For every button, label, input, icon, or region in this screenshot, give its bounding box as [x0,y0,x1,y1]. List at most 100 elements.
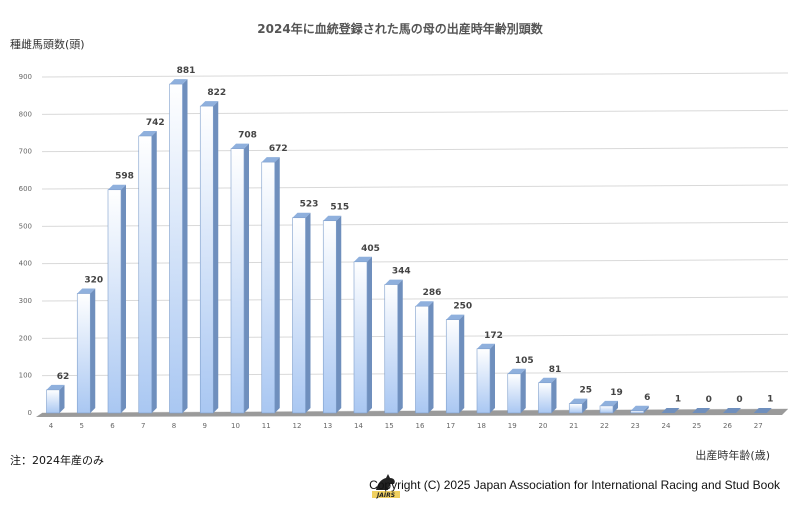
bar-top [507,368,526,374]
bar-side [305,212,311,413]
x-tick-label: 8 [172,422,176,430]
horse-logo-icon: JAIRS [372,474,400,499]
bar-top [477,343,495,349]
bar-side [582,398,588,413]
bar-top [692,408,711,413]
data-label: 0 [706,395,712,405]
x-tick-label: 20 [539,422,548,430]
bar-22 [599,400,618,414]
data-label: 742 [146,118,165,128]
bar-face [292,217,306,414]
bar-side [490,343,495,413]
y-tick-label: 800 [19,110,32,118]
bar-face [322,220,337,414]
x-tick-label: 5 [80,422,84,430]
y-tick-label: 100 [19,372,32,380]
bar-side [520,368,526,413]
x-tick-label: 7 [141,422,145,430]
bar-side [643,405,649,413]
x-tick-label: 17 [446,422,455,430]
bar-23 [630,405,649,414]
bar-top [354,256,372,262]
bar-side [244,143,249,413]
x-tick-label: 18 [477,422,486,430]
x-tick-label: 12 [293,422,302,430]
bar-20 [538,377,557,414]
bar-top [231,143,249,149]
bar-8 [169,79,188,414]
bar-top [77,288,96,294]
x-tick-label: 14 [354,422,363,430]
data-label: 286 [423,288,442,298]
bar-top [200,101,219,107]
data-label: 708 [238,131,257,141]
y-tick-label: 400 [19,260,32,268]
data-label: 598 [115,172,134,182]
y-tick-label: 0 [28,409,32,417]
bar-11 [261,157,280,414]
bar-face [568,403,583,414]
bar-side [613,400,618,413]
x-tick-label: 6 [110,422,115,430]
x-tick-label: 16 [416,422,425,430]
bar-top [261,157,280,163]
x-tick-label: 27 [754,422,763,430]
bar-side [274,157,280,413]
bar-14 [353,256,372,414]
y-tick-label: 900 [19,73,32,81]
bar-27 [753,408,772,413]
x-tick-label: 25 [692,422,701,430]
gridline [41,147,789,153]
bar-side [459,314,465,413]
data-label: 172 [484,331,503,341]
bar-face [630,410,645,414]
data-label: 19 [610,388,623,398]
bar-face [76,293,91,414]
x-tick-label: 4 [49,422,54,430]
bar-top [292,212,311,218]
data-label: 881 [177,66,196,76]
bar-21 [568,398,588,414]
bar-side [336,215,342,413]
data-label: 405 [361,244,380,254]
footnote: 注：2024年産のみ [10,454,104,467]
bar-face [507,373,522,414]
bar-top [446,314,465,320]
bar-face [476,348,491,414]
data-label: 6 [644,393,650,403]
bar-side [428,301,434,413]
bar-side [121,184,126,413]
x-tick-label: 13 [323,422,332,430]
bar-5 [76,288,96,414]
gridline [41,184,789,190]
data-label: 1 [675,395,681,405]
data-label: 0 [736,395,742,405]
svg-text:JAIRS: JAIRS [376,492,395,499]
data-label: 1 [767,395,773,405]
data-label: 81 [549,365,562,375]
bar-19 [507,368,526,414]
data-label: 515 [330,203,349,213]
bar-side [182,79,188,414]
x-tick-label: 22 [600,422,609,430]
x-tick-label: 26 [723,422,732,430]
y-tick-label: 600 [19,185,32,193]
x-tick-label: 21 [569,422,578,430]
bar-face [230,148,245,414]
bar-top [538,377,557,383]
bar-side [367,256,372,413]
bar-9 [199,101,219,414]
y-tick-label: 300 [19,297,32,305]
bar-top [323,215,342,221]
x-tick-label: 23 [631,422,640,430]
bar-13 [322,215,342,414]
bar-24 [661,408,680,413]
data-label: 250 [453,302,472,312]
data-label: 672 [269,144,288,154]
chart-title: 2024年に血統登録された馬の母の出産時年齢別頭数 [257,22,543,36]
y-tick-label: 500 [19,222,32,230]
x-axis-label: 出産時年齢(歳) [695,449,770,462]
y-axis-label: 種雌馬頭数(頭) [10,38,85,51]
bar-15 [384,279,403,414]
